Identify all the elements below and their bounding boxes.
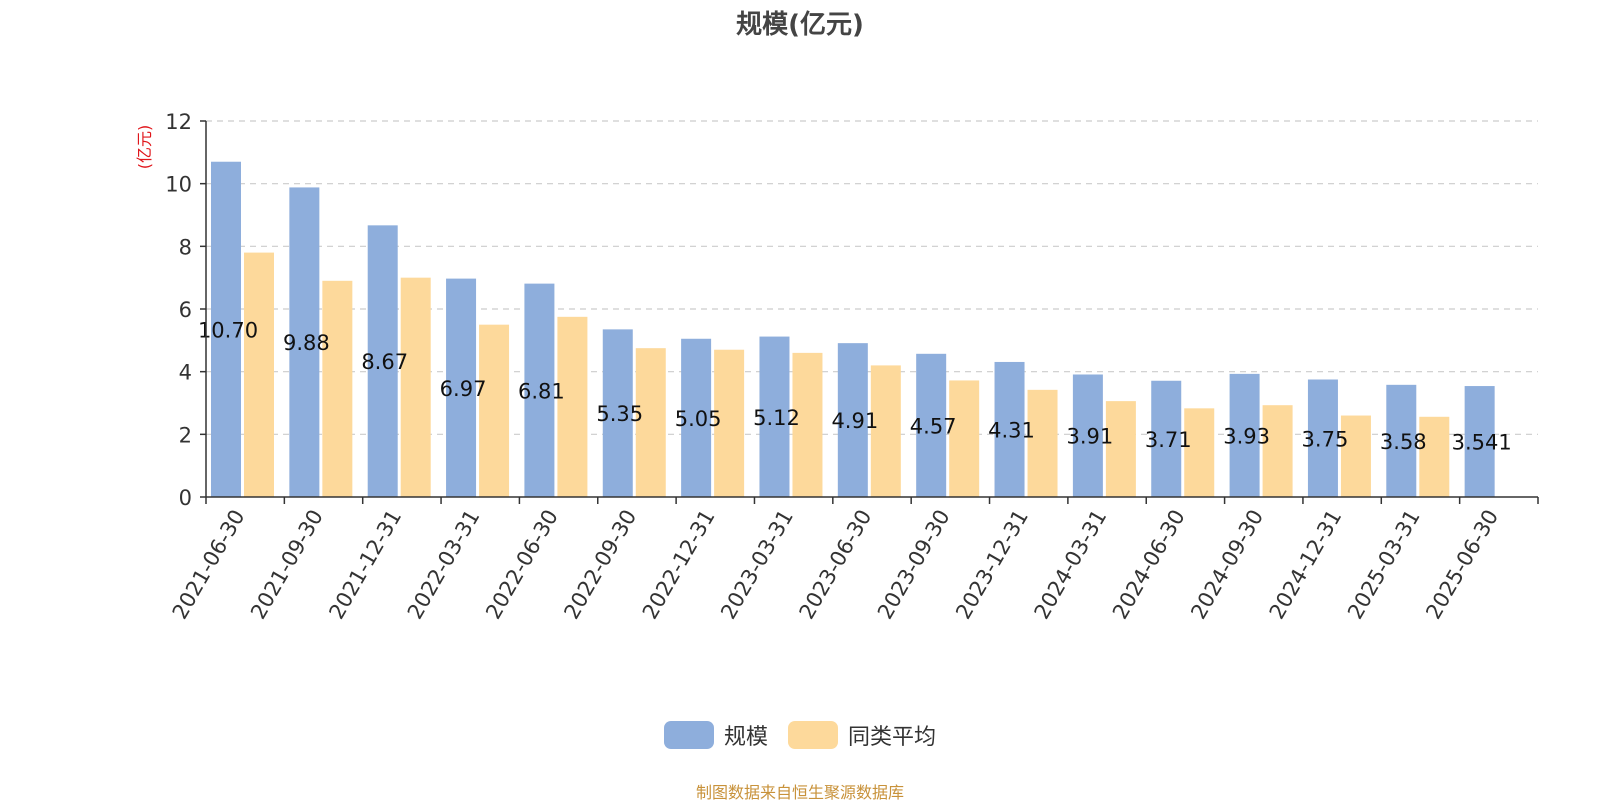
bar-scale bbox=[1072, 374, 1103, 497]
legend-item-peer-average[interactable]: 同类平均 bbox=[788, 719, 936, 751]
x-tick-label: 2024-03-31 bbox=[1030, 506, 1112, 624]
y-tick-label: 8 bbox=[179, 235, 192, 259]
legend-item-scale[interactable]: 规模 bbox=[663, 719, 768, 751]
x-tick-label: 2025-03-31 bbox=[1343, 506, 1425, 624]
y-tick-label: 10 bbox=[165, 173, 192, 197]
x-tick-label: 2022-09-30 bbox=[559, 506, 641, 624]
bar-scale bbox=[446, 278, 477, 497]
legend-swatch-peer-average bbox=[788, 721, 838, 749]
bar-scale bbox=[1464, 386, 1495, 497]
bar-peer-average bbox=[1419, 416, 1450, 497]
bar-peer-average bbox=[949, 380, 980, 497]
bar-peer-average bbox=[400, 277, 431, 497]
bar-scale bbox=[1151, 380, 1182, 497]
legend: 规模 同类平均 bbox=[0, 719, 1600, 751]
bar-peer-average bbox=[635, 348, 666, 497]
data-label-scale: 3.93 bbox=[1223, 424, 1270, 448]
bar-scale bbox=[1307, 379, 1338, 497]
bar-scale bbox=[994, 361, 1025, 497]
bar-scale bbox=[681, 338, 712, 497]
x-tick-label: 2023-09-30 bbox=[873, 506, 955, 624]
bar-peer-average bbox=[714, 349, 745, 497]
y-tick-label: 12 bbox=[165, 110, 192, 134]
legend-swatch-scale bbox=[663, 721, 714, 749]
y-tick-label: 4 bbox=[179, 361, 192, 385]
data-label-scale: 9.88 bbox=[283, 331, 330, 355]
y-tick-label: 2 bbox=[179, 423, 192, 447]
data-label-scale: 3.75 bbox=[1302, 427, 1349, 451]
bar-scale bbox=[211, 161, 241, 497]
data-label-scale: 4.91 bbox=[831, 409, 878, 433]
bar-scale bbox=[1229, 373, 1260, 497]
data-label-scale: 5.12 bbox=[753, 406, 800, 430]
bar-scale bbox=[916, 353, 947, 497]
data-label-scale: 6.97 bbox=[440, 377, 487, 401]
chart-title: 规模(亿元) bbox=[736, 10, 864, 40]
bar-peer-average bbox=[1105, 401, 1136, 497]
x-tick-label: 2021-06-30 bbox=[168, 506, 250, 624]
bar-peer-average bbox=[792, 352, 823, 497]
bar-scale bbox=[837, 343, 868, 497]
x-tick-label: 2022-03-31 bbox=[403, 506, 485, 624]
y-tick-label: 6 bbox=[179, 298, 192, 322]
data-labels: 10.70 9.88 8.67 6.97 6.81 5.35 5.05 5.12 4.91 4.5… bbox=[198, 318, 1512, 454]
data-label-scale: 3.541 bbox=[1452, 431, 1512, 455]
source-note: 制图数据来自恒生聚源数据库 bbox=[695, 783, 904, 802]
x-tick-label: 2023-06-30 bbox=[795, 506, 877, 624]
bar-scale bbox=[367, 225, 398, 497]
bar-peer-average bbox=[1340, 415, 1371, 497]
bar-scale bbox=[759, 336, 790, 497]
bar-peer-average bbox=[557, 316, 588, 497]
bar-peer-average bbox=[1262, 405, 1293, 497]
bar-peer-average bbox=[479, 324, 510, 497]
x-tick-label: 2025-06-30 bbox=[1421, 506, 1503, 624]
x-tick-label: 2023-12-31 bbox=[951, 506, 1033, 624]
y-tick-label: 0 bbox=[179, 486, 192, 510]
data-label-scale: 5.35 bbox=[596, 402, 643, 426]
bar-peer-average bbox=[870, 365, 901, 497]
bar-peer-average bbox=[322, 280, 353, 497]
data-label-scale: 3.91 bbox=[1066, 425, 1113, 449]
bar-scale bbox=[524, 283, 555, 497]
data-label-scale: 8.67 bbox=[361, 350, 408, 374]
bars bbox=[211, 161, 1495, 497]
bar-peer-average bbox=[244, 252, 274, 497]
bar-scale bbox=[602, 329, 633, 497]
data-label-scale: 3.58 bbox=[1380, 430, 1427, 454]
data-label-scale: 4.57 bbox=[910, 414, 957, 438]
x-tick-label: 2024-09-30 bbox=[1186, 506, 1268, 624]
x-tick-label: 2024-06-30 bbox=[1108, 506, 1190, 624]
data-label-scale: 5.05 bbox=[675, 407, 722, 431]
data-label-scale: 6.81 bbox=[518, 379, 565, 403]
bar-scale bbox=[1386, 384, 1417, 497]
data-label-scale: 3.71 bbox=[1145, 428, 1192, 452]
data-label-scale: 4.31 bbox=[988, 418, 1035, 442]
x-tick-label: 2021-09-30 bbox=[246, 506, 328, 624]
x-tick-label: 2021-12-31 bbox=[324, 506, 406, 624]
bar-peer-average bbox=[1184, 408, 1215, 497]
legend-label-peer-average: 同类平均 bbox=[848, 725, 937, 750]
data-label-scale: 10.70 bbox=[198, 318, 258, 342]
bar-scale bbox=[289, 187, 320, 497]
x-tick-label: 2023-03-31 bbox=[716, 506, 798, 624]
x-tick-label: 2024-12-31 bbox=[1265, 506, 1347, 624]
bar-peer-average bbox=[1027, 389, 1058, 497]
x-tick-label: 2022-06-30 bbox=[481, 506, 563, 624]
legend-label-scale: 规模 bbox=[723, 725, 768, 750]
y-axis-unit-label: (亿元) bbox=[135, 125, 154, 170]
x-tick-label: 2022-12-31 bbox=[638, 506, 720, 624]
